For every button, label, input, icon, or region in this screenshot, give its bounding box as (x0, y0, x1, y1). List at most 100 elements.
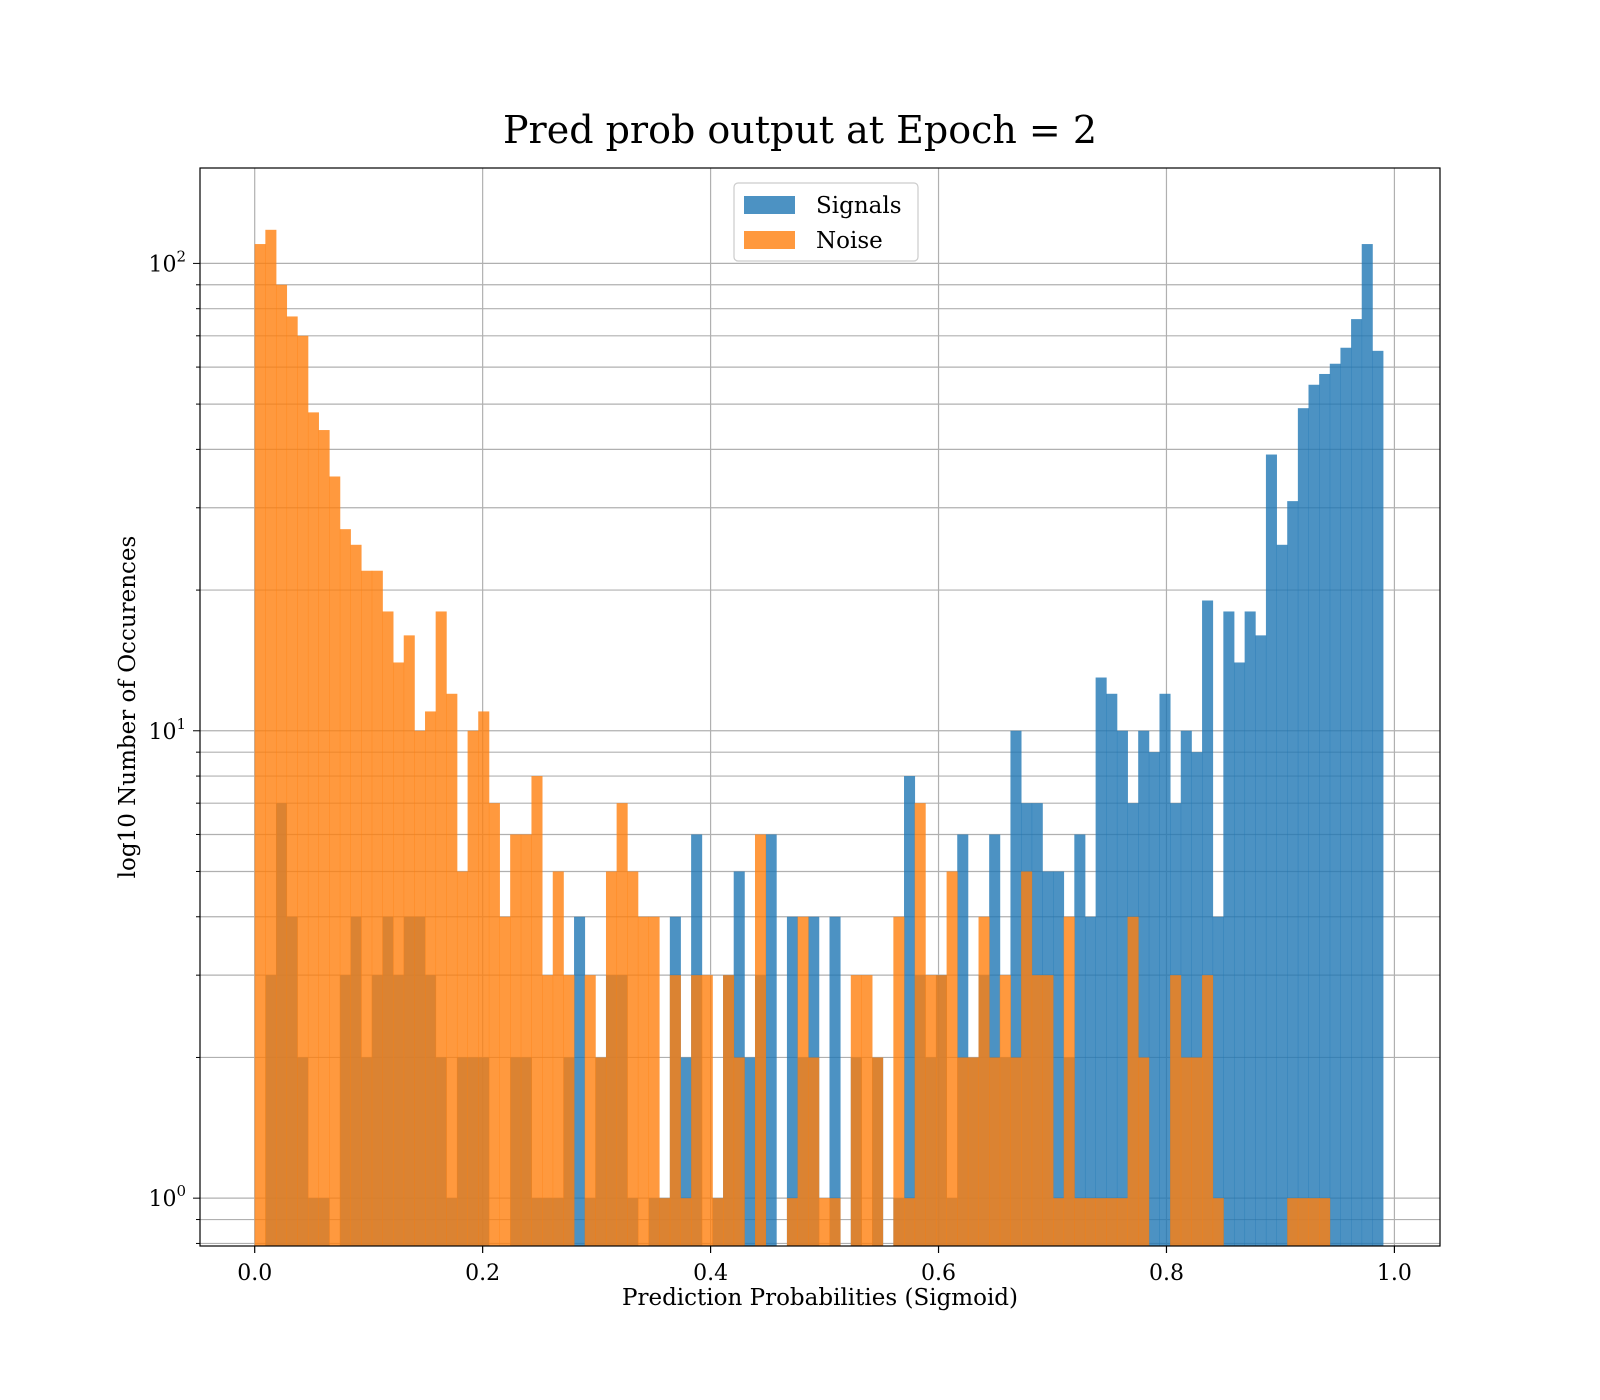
x-tick-label: 0.6 (921, 1261, 956, 1286)
histogram-bar (797, 916, 809, 1246)
histogram-bar (1010, 730, 1022, 1246)
histogram-bar (286, 316, 298, 1246)
histogram-bar (648, 916, 660, 1246)
x-tick-label: 0.2 (465, 1261, 500, 1286)
histogram-bar (904, 776, 916, 1246)
histogram-bar (446, 693, 458, 1246)
histogram-bar (744, 1057, 756, 1246)
histogram-bar (935, 975, 947, 1246)
histogram-bar (1372, 350, 1384, 1246)
histogram-bar (1138, 1057, 1150, 1246)
histogram-bar (627, 871, 639, 1246)
histogram-bar (1084, 1198, 1097, 1246)
histogram-bar (339, 529, 351, 1246)
histogram-bar (1361, 244, 1373, 1246)
histogram-bar (829, 1198, 841, 1246)
histogram-bar (1180, 730, 1192, 1246)
histogram-bar (1021, 871, 1033, 1246)
histogram-bar (297, 335, 309, 1246)
histogram-bar (531, 776, 543, 1246)
histogram-bar (1116, 730, 1128, 1246)
histogram-bar (999, 975, 1011, 1246)
histogram-bar (1202, 600, 1214, 1246)
y-tick-base: 10 (148, 1187, 176, 1212)
histogram-bar (1297, 408, 1309, 1247)
x-tick-label: 0.0 (237, 1261, 272, 1286)
histogram-bar (989, 834, 1001, 1246)
histogram-bar (1319, 1198, 1331, 1246)
legend-label: Noise (816, 228, 883, 254)
histogram-bar (1276, 544, 1288, 1246)
histogram-bar (957, 1057, 969, 1246)
histogram-bar (904, 1198, 916, 1246)
histogram-bar (1148, 752, 1160, 1246)
histogram-bar (1106, 693, 1118, 1246)
histogram-bar (275, 284, 288, 1246)
histogram-bar (669, 975, 681, 1246)
histogram-bar (1084, 916, 1097, 1246)
y-tick-exponent: 1 (176, 715, 186, 733)
legend-label: Signals (816, 193, 902, 219)
histogram-bar (1031, 975, 1043, 1246)
histogram-bar (872, 1057, 884, 1246)
histogram-bar (1212, 1198, 1224, 1246)
histogram-bar (435, 611, 447, 1246)
y-tick-label: 102 (148, 247, 186, 277)
histogram-bar (1308, 384, 1320, 1246)
histogram-bar (488, 803, 500, 1246)
series-noise (254, 229, 1331, 1247)
histogram-bar (1351, 319, 1363, 1247)
histogram-bar (371, 570, 383, 1246)
histogram-bar (723, 975, 735, 1246)
legend-swatch (744, 196, 795, 214)
legend: Signals Noise (733, 182, 919, 262)
histogram-bar (1287, 501, 1299, 1246)
histogram-bar (861, 975, 873, 1246)
histogram-bar (680, 1198, 692, 1246)
histogram-bar (1042, 975, 1054, 1246)
histogram-bar (1074, 1198, 1086, 1246)
histogram-bar (563, 975, 575, 1246)
x-tick-label: 1.0 (1377, 1261, 1412, 1286)
histogram-bar (1063, 916, 1075, 1246)
histogram-bar (510, 834, 522, 1246)
histogram-bar (254, 244, 266, 1246)
histogram-bar (637, 916, 649, 1246)
histogram-bar (914, 803, 926, 1246)
histogram-bar (978, 916, 990, 1246)
histogram-bar (989, 1057, 1001, 1246)
histogram-bar (616, 803, 628, 1246)
histogram-bar (1095, 1198, 1107, 1246)
histogram-bar (1191, 1057, 1203, 1246)
y-tick-label: 100 (148, 1182, 186, 1212)
histogram-bar (552, 871, 564, 1246)
y-axis-label: log10 Number of Occurences (115, 536, 141, 879)
histogram-bar (1223, 611, 1235, 1246)
x-axis-label: Prediction Probabilities (Sigmoid) (622, 1285, 1018, 1311)
histogram-bar (414, 730, 426, 1246)
histogram-bar (818, 1198, 830, 1246)
histogram-bar (478, 711, 490, 1246)
histogram-bar (393, 662, 405, 1246)
histogram-bar (1212, 916, 1224, 1246)
histogram-bar (1287, 1198, 1299, 1246)
histogram-bar (893, 916, 905, 1246)
y-tick-base: 10 (148, 252, 176, 277)
histogram-bar (265, 229, 277, 1247)
histogram-bar (307, 412, 319, 1246)
histogram-bar (1265, 454, 1277, 1246)
histogram-bar (1191, 752, 1203, 1246)
histogram-bar (925, 975, 937, 1246)
x-tick-label: 0.8 (1149, 1261, 1184, 1286)
histogram-bar (1010, 1057, 1022, 1246)
histogram-bar (350, 544, 362, 1246)
x-tick-label: 0.4 (693, 1261, 728, 1286)
histogram-bar (754, 834, 767, 1246)
histogram-bar (605, 871, 618, 1246)
y-tick-exponent: 2 (176, 247, 186, 265)
histogram-bar (701, 975, 713, 1246)
histogram-bar (584, 975, 596, 1246)
